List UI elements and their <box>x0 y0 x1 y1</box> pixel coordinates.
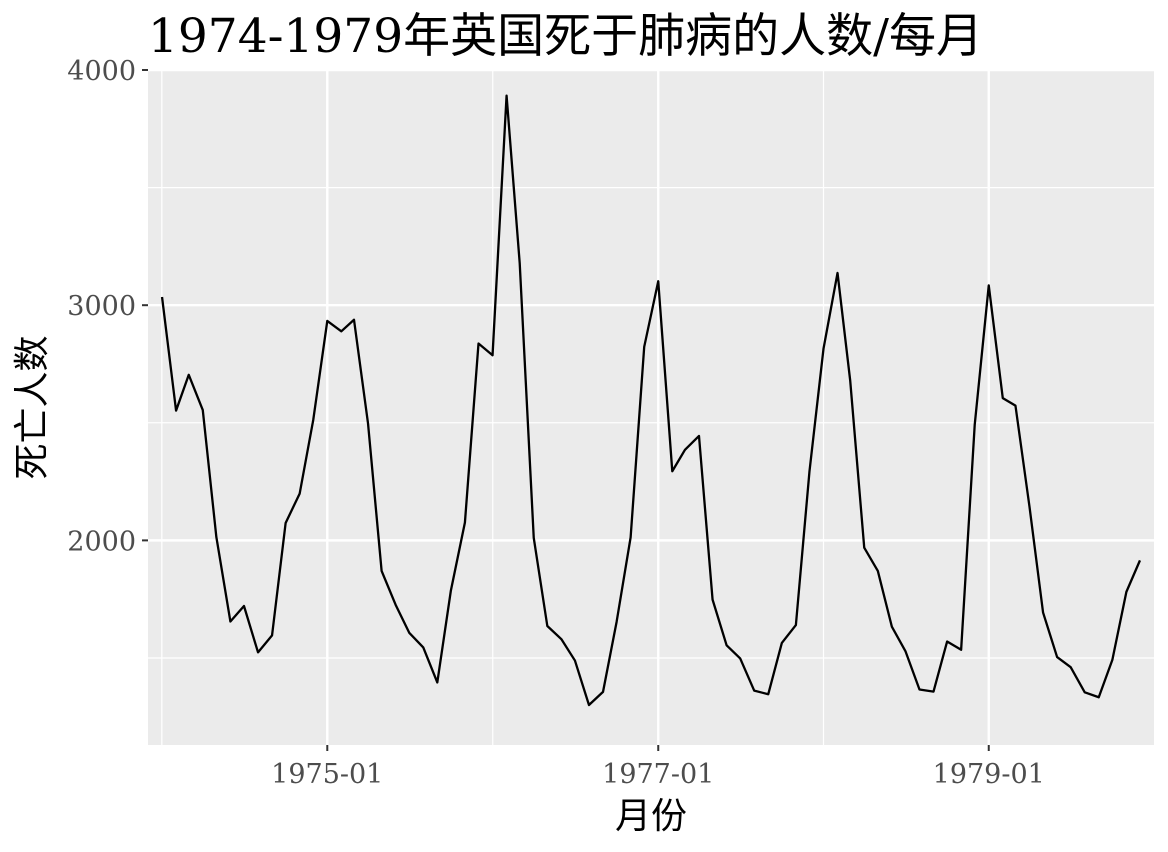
x-tick-label: 1975-01 <box>271 759 383 790</box>
plot-panel <box>148 70 1154 745</box>
deaths-series-line <box>160 94 1142 707</box>
y-axis: 2000 3000 4000 <box>67 56 148 557</box>
chart-title: 1974-1979年英国死于肺病的人数/每月 <box>148 9 983 64</box>
x-tick-label: 1979-01 <box>933 759 1045 790</box>
y-axis-title: 死亡人数 <box>12 335 53 479</box>
x-tick-label: 1977-01 <box>602 759 714 790</box>
major-gridlines <box>148 68 1154 745</box>
y-tick-label: 4000 <box>67 56 136 87</box>
x-axis-title: 月份 <box>615 796 687 837</box>
minor-gridlines <box>148 70 1154 745</box>
x-axis: 1975-01 1977-01 1979-01 <box>271 745 1045 790</box>
y-tick-label: 2000 <box>67 526 136 557</box>
y-tick-label: 3000 <box>67 291 136 322</box>
